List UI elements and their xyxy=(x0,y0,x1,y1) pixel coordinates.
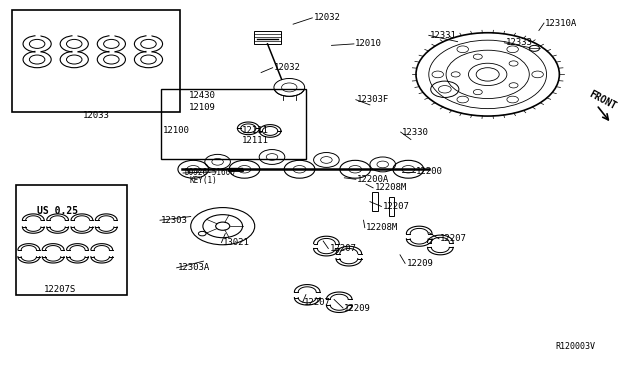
Text: 12310A: 12310A xyxy=(545,19,577,28)
Text: 12303F: 12303F xyxy=(357,95,389,104)
Text: 12333: 12333 xyxy=(506,38,532,47)
Text: 12207: 12207 xyxy=(383,202,410,211)
Text: 12033: 12033 xyxy=(83,111,110,120)
Text: 12032: 12032 xyxy=(274,63,301,72)
Text: 12207: 12207 xyxy=(440,234,467,243)
Text: 12100: 12100 xyxy=(163,126,190,135)
Text: KEY(1): KEY(1) xyxy=(189,176,217,185)
Text: 12010: 12010 xyxy=(355,39,382,48)
Text: D0926-51600: D0926-51600 xyxy=(184,169,235,177)
Text: 12111: 12111 xyxy=(242,126,269,135)
Text: 12207S: 12207S xyxy=(44,285,76,294)
Text: US 0.25: US 0.25 xyxy=(37,206,78,216)
Text: 12207: 12207 xyxy=(304,298,331,307)
Text: 12209: 12209 xyxy=(406,259,433,268)
Text: 12303A: 12303A xyxy=(178,263,210,272)
Text: 12331: 12331 xyxy=(430,31,457,40)
Bar xyxy=(16,185,127,295)
Text: 12109: 12109 xyxy=(189,103,216,112)
Bar xyxy=(254,31,281,44)
Bar xyxy=(161,89,306,159)
Bar xyxy=(12,10,180,112)
Text: 12207: 12207 xyxy=(330,244,356,253)
Text: 12032: 12032 xyxy=(314,13,340,22)
Bar xyxy=(389,197,394,216)
Text: 13021: 13021 xyxy=(223,238,250,247)
Text: 12200: 12200 xyxy=(416,167,443,176)
Bar xyxy=(372,192,378,211)
Text: 12111: 12111 xyxy=(242,136,269,145)
Text: 12330: 12330 xyxy=(402,128,429,137)
Text: 12303: 12303 xyxy=(161,216,188,225)
Text: R120003V: R120003V xyxy=(556,342,595,351)
Text: 12208M: 12208M xyxy=(374,183,406,192)
Text: 12209: 12209 xyxy=(344,304,371,312)
Text: FRONT: FRONT xyxy=(588,89,618,112)
Text: 12208M: 12208M xyxy=(366,223,398,232)
Text: 12200A: 12200A xyxy=(357,175,389,184)
Text: 12430: 12430 xyxy=(189,92,216,100)
